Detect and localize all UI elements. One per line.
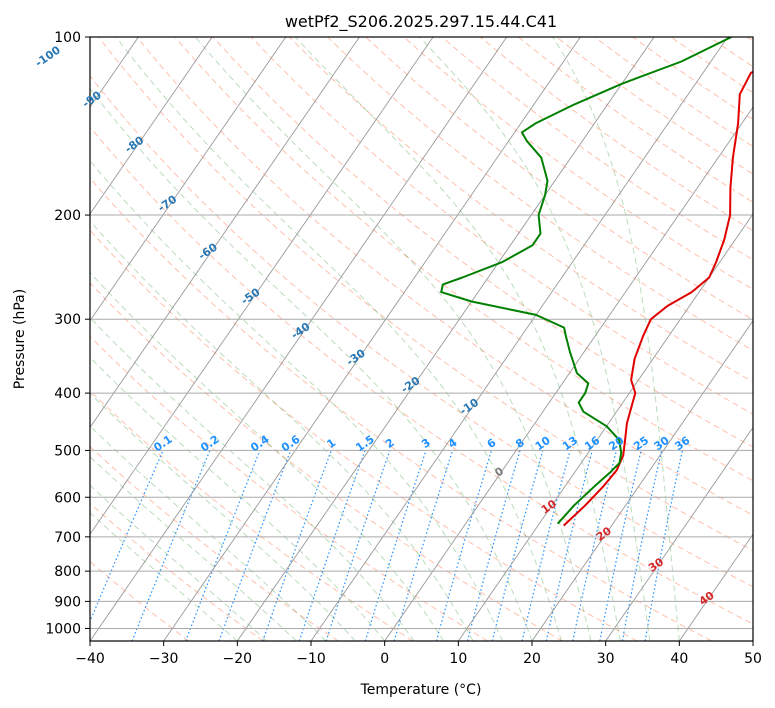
isotherm-line [90,37,508,641]
x-tick-label: 30 [597,651,615,667]
isotherm-line [605,426,753,641]
isotherm-line [90,37,287,322]
x-axis-title: Temperature (°C) [360,682,482,698]
x-tick-label: 0 [380,651,389,667]
mixing-ratio-line [521,450,571,641]
y-tick-label: 300 [54,312,81,328]
moist-adiabat-line [90,484,268,641]
mixing-ratio-line [466,450,521,641]
dry-adiabat-line [90,282,563,641]
dry-adiabat-line [90,75,753,588]
x-tick-label: −30 [149,651,179,667]
mixing-ratio-line [185,450,261,641]
dry-adiabat-line [212,37,753,448]
moist-adiabat-line [90,455,297,641]
dry-adiabat-line [403,37,753,290]
temperature-profile [563,70,753,527]
y-tick-label: 1000 [45,621,81,637]
isotherm-line [457,213,753,641]
plot-area [90,37,753,641]
moist-adiabat-line [90,512,238,641]
axes-frame [89,36,754,642]
dry-adiabat-line [90,335,488,641]
moist-adiabat-line [194,37,592,641]
y-tick-label: 800 [54,564,81,580]
isotherm-line [90,37,360,429]
isotherm-line [163,37,581,641]
isotherm-line [236,37,655,641]
y-tick-label: 200 [54,208,81,224]
x-tick-label: −40 [75,651,105,667]
dry-adiabat-line [90,502,264,641]
y-tick-label: 400 [54,386,81,402]
mixing-ratio-line [131,450,211,641]
moist-adiabat-line [90,271,445,641]
mixing-ratio-line [545,450,593,641]
isotherm-line [310,37,729,641]
mixing-ratio-line [364,450,427,641]
axis-ticks: −40 −30 −20 −10 0 10 20 30 40 50 100 200 300 400 500 60… [45,30,762,667]
y-tick-label: 700 [54,530,81,546]
y-tick-label: 500 [54,443,81,459]
y-tick-label: 900 [54,594,81,610]
mixing-ratio-line [262,450,332,641]
isotherm-line [678,533,753,641]
isotherm-line [531,319,753,641]
dry-adiabat-line [250,37,753,415]
mixing-ratio-line [298,450,366,641]
moist-adiabat-line [90,159,503,641]
x-tick-label: 40 [670,651,688,667]
x-tick-label: −20 [223,651,253,667]
y-axis-title: Pressure (hPa) [12,289,28,389]
y-tick-label: 100 [54,30,81,46]
moist-adiabat-line [90,220,474,641]
moist-adiabat-line [90,88,533,641]
plot-frame [89,36,754,642]
dry-adiabat-line [90,229,638,641]
moist-adiabat-line [552,37,680,641]
dry-adiabat-line [365,37,753,321]
dry-adiabat-line [90,177,712,641]
moist-adiabat-line [419,37,651,641]
dewpoint-profile [440,37,732,525]
dry-adiabat-line [136,37,753,516]
x-tick-label: −10 [296,651,326,667]
chart-title: wetPf2_S206.2025.297.15.44.C41 [285,12,557,32]
dry-adiabat-line [174,37,753,482]
x-tick-label: 50 [744,651,762,667]
mixing-ratio-line [435,450,493,641]
moist-adiabat-line [115,37,562,641]
moist-adiabat-line [294,37,621,641]
mixing-ratio-line [90,450,164,623]
dry-adiabat-line [90,126,753,625]
mixing-ratio-line [218,450,292,641]
moist-adiabat-line [90,356,386,641]
x-tick-label: 20 [523,651,541,667]
isotherm-line [384,106,753,641]
isotherm-line [90,37,213,215]
isotherm-line [90,37,434,536]
mixing-ratio-line [325,450,391,641]
y-tick-label: 600 [54,490,81,506]
moist-adiabat-line [90,425,327,641]
x-tick-label: 10 [449,651,467,667]
